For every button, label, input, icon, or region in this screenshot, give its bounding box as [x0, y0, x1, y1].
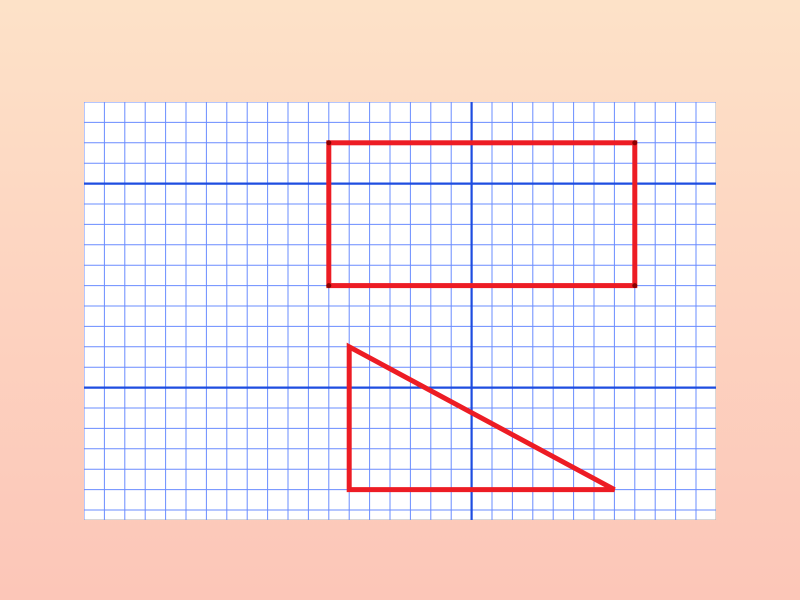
- grid-canvas: [84, 102, 716, 520]
- diagram-svg: [84, 102, 716, 520]
